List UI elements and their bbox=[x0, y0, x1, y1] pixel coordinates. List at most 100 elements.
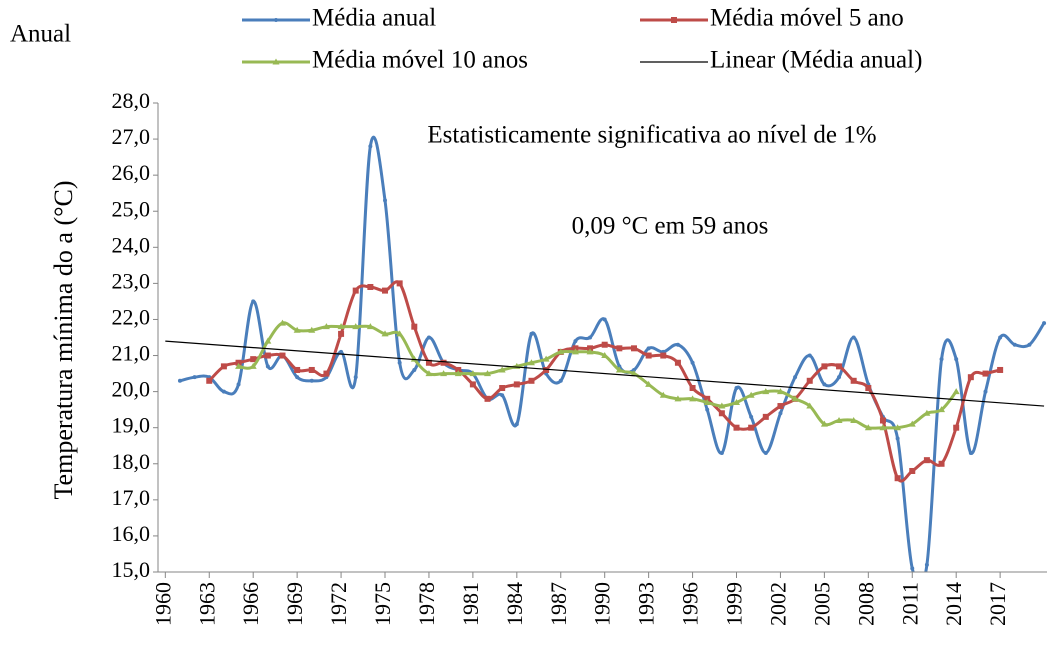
x-tick-label: 1981 bbox=[458, 582, 483, 626]
point bbox=[338, 330, 345, 337]
point bbox=[997, 366, 1004, 373]
point bbox=[747, 391, 755, 398]
point bbox=[793, 375, 798, 380]
y-tick-label: 17,0 bbox=[112, 485, 151, 510]
y-tick-label: 26,0 bbox=[112, 160, 151, 185]
point bbox=[967, 374, 974, 381]
point bbox=[616, 345, 623, 352]
point bbox=[762, 413, 769, 420]
point bbox=[308, 366, 315, 373]
point bbox=[220, 363, 227, 370]
point bbox=[352, 323, 360, 330]
annotation: Estatisticamente significativa ao nível … bbox=[427, 122, 876, 149]
point bbox=[572, 345, 579, 352]
series-line bbox=[208, 280, 1001, 483]
plot-area bbox=[165, 135, 1047, 572]
point bbox=[646, 346, 651, 351]
point bbox=[499, 385, 506, 392]
point bbox=[236, 382, 241, 387]
point bbox=[645, 380, 653, 387]
point bbox=[938, 460, 945, 467]
point bbox=[983, 389, 988, 394]
point bbox=[923, 457, 930, 464]
point bbox=[982, 370, 989, 377]
point bbox=[953, 424, 960, 431]
x-tick-label: 1993 bbox=[634, 582, 659, 626]
point bbox=[705, 407, 710, 412]
point bbox=[968, 450, 973, 455]
point bbox=[954, 357, 959, 362]
point bbox=[630, 345, 637, 352]
point bbox=[718, 402, 726, 409]
point bbox=[762, 388, 770, 395]
x-tick-label: 1987 bbox=[546, 582, 571, 626]
point bbox=[235, 359, 242, 366]
x-tick-label: 2014 bbox=[941, 582, 966, 626]
series-line bbox=[165, 340, 1045, 407]
x-tick-label: 1990 bbox=[590, 582, 615, 626]
y-tick-label: 24,0 bbox=[112, 232, 151, 257]
point bbox=[938, 406, 946, 413]
point bbox=[690, 360, 695, 365]
point bbox=[851, 335, 856, 340]
point bbox=[425, 359, 432, 366]
x-tick-label: 2008 bbox=[853, 582, 878, 626]
x-tick-label: 1966 bbox=[238, 582, 263, 626]
point bbox=[529, 331, 534, 336]
point bbox=[909, 467, 916, 474]
chart-title: Anual bbox=[10, 21, 71, 48]
point bbox=[279, 352, 286, 359]
point bbox=[353, 375, 358, 380]
point bbox=[528, 377, 535, 384]
point bbox=[513, 381, 520, 388]
point bbox=[250, 356, 257, 363]
point bbox=[235, 362, 243, 369]
point bbox=[440, 370, 448, 377]
point bbox=[675, 342, 680, 347]
point bbox=[586, 348, 594, 355]
point bbox=[469, 370, 477, 377]
point bbox=[704, 395, 711, 402]
point bbox=[412, 367, 417, 372]
point bbox=[806, 377, 813, 384]
annotation: 0,09 °C em 59 anos bbox=[572, 213, 769, 240]
point bbox=[748, 424, 755, 431]
x-tick-label: 1996 bbox=[678, 582, 703, 626]
point bbox=[645, 352, 652, 359]
point bbox=[630, 370, 638, 377]
point bbox=[251, 299, 256, 304]
point bbox=[425, 370, 433, 377]
point bbox=[689, 395, 697, 402]
point bbox=[923, 409, 931, 416]
point bbox=[309, 378, 314, 383]
point bbox=[835, 416, 843, 423]
point bbox=[895, 436, 900, 441]
point bbox=[337, 323, 345, 330]
point bbox=[631, 367, 636, 372]
x-tick-label: 1960 bbox=[150, 582, 175, 626]
point bbox=[308, 326, 316, 333]
point bbox=[339, 349, 344, 354]
x-tick-label: 1999 bbox=[722, 582, 747, 626]
point bbox=[733, 398, 741, 405]
point bbox=[820, 420, 828, 427]
point bbox=[322, 323, 330, 330]
point bbox=[587, 345, 594, 352]
legend-marker bbox=[274, 18, 278, 22]
point bbox=[382, 287, 389, 294]
point bbox=[1042, 321, 1047, 326]
legend-marker bbox=[272, 58, 280, 65]
point bbox=[557, 348, 565, 355]
y-tick-label: 25,0 bbox=[112, 196, 151, 221]
point bbox=[206, 377, 213, 384]
y-tick-label: 18,0 bbox=[112, 449, 151, 474]
point bbox=[908, 420, 916, 427]
point bbox=[924, 562, 929, 567]
x-tick-label: 2011 bbox=[897, 582, 922, 625]
point bbox=[527, 359, 535, 366]
point bbox=[763, 450, 768, 455]
x-tick-label: 1969 bbox=[282, 582, 307, 626]
point bbox=[1027, 342, 1032, 347]
point bbox=[558, 378, 563, 383]
point bbox=[295, 375, 300, 380]
